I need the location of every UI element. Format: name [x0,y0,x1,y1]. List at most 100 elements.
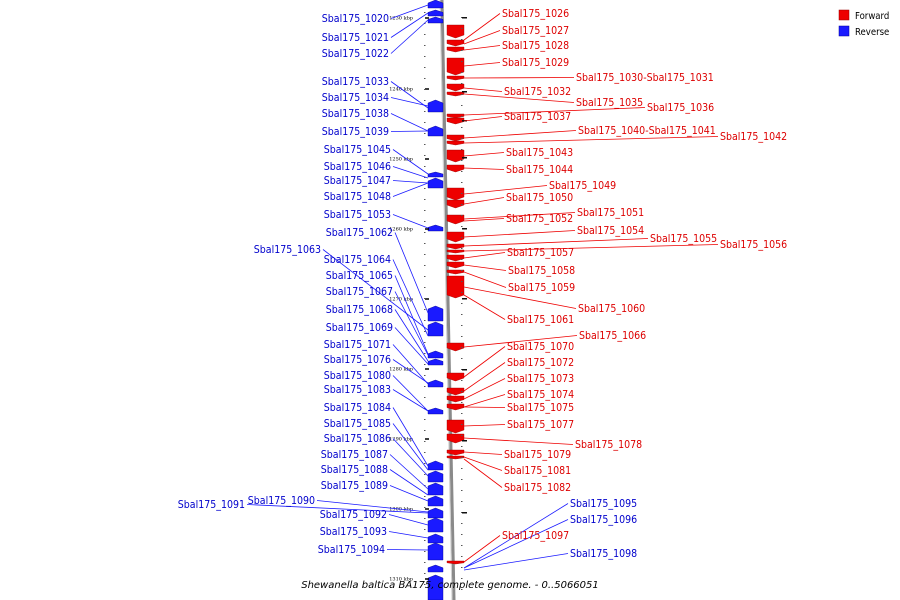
kbp-ticks: 1230 kbp 1240 kbp 1250 kbp 1260 kbp 1270 kbp… [389,12,467,590]
forward-connector [463,107,646,116]
reverse-gene-block [427,177,444,189]
forward-gene-block [446,342,465,352]
reverse-gene-label: Sbal175_1033 [322,76,389,88]
track-dot [461,413,463,414]
track-dot [461,226,463,227]
forward-gene-block [446,24,465,39]
forward-gene-label: Sbal175_1073 [507,373,574,385]
track-dot [424,309,426,310]
track-dot [461,490,463,491]
track-dot [461,314,463,315]
forward-gene-block [446,57,465,76]
reverse-gene-block [427,224,444,232]
reverse-gene-block [427,321,444,337]
track-dot [461,28,463,29]
track-dot [461,358,463,359]
track-dot [424,210,426,211]
track-dot [424,485,426,486]
track-dot [424,45,426,46]
legend: Forward Reverse [838,9,889,38]
kbp-tick-label: 1280 kbp [389,367,413,373]
reverse-connector [390,130,429,132]
track-dot [461,248,463,249]
forward-gene-label: Sbal175_1078 [575,439,642,451]
legend-reverse-label: Reverse [855,27,889,38]
track-dot [424,133,426,134]
forward-gene-label: Sbal175_1050 [506,192,573,204]
kbp-tick-label: 1230 kbp [389,16,413,22]
forward-gene-block [446,113,465,119]
forward-gene-label: Sbal175_1029 [502,57,569,69]
reverse-gene-label: Sbal175_1096 [570,514,637,526]
track-dot [424,419,426,420]
track-dot [424,518,426,519]
forward-gene-block [446,91,465,97]
reverse-gene-label: Sbal175_1053 [324,209,391,221]
track-dot [424,232,426,233]
gene-features [427,0,465,600]
track-dot [461,61,463,62]
forward-connector [463,264,507,271]
reverse-connector [394,275,429,355]
track-dot [461,72,463,73]
track-dot [461,578,463,579]
forward-connector [463,252,506,259]
track-dot [424,529,426,530]
reverse-gene-block [427,495,444,507]
reverse-gene-block [427,0,444,9]
reverse-connector [392,389,429,412]
track-dot [461,116,463,117]
track-dot [461,83,463,84]
track-tick [462,369,467,371]
reverse-gene-label: Sbal175_1020 [322,13,389,25]
track-dot [461,204,463,205]
forward-connector [463,185,548,195]
track-tick [462,157,467,159]
forward-gene-label: Sbal175_1066 [579,330,646,342]
forward-gene-label: Sbal175_1097 [502,530,569,542]
forward-gene-label: Sbal175_1057 [507,247,574,259]
reverse-gene-label: Sbal175_1089 [321,480,388,492]
forward-gene-block [446,243,465,250]
track-dot [461,303,463,304]
forward-gene-block [446,455,465,460]
backbone-shadow [439,0,453,600]
forward-connector [463,394,506,408]
forward-gene-label: Sbal175_1042 [720,131,787,143]
track-dot [424,177,426,178]
kbp-tick-label: 1290 kbp [389,437,413,443]
forward-connector [463,362,506,392]
forward-gene-label: Sbal175_1030-Sbal175_1031 [576,72,714,84]
reverse-connector [390,97,429,107]
reverse-gene-label: Sbal175_1076 [324,354,391,366]
track-dot [461,215,463,216]
gene-labels: Sbal175_1026 Sbal175_1027 Sbal175_1028 Sbal… [178,8,787,560]
reverse-gene-label: Sbal175_1039 [322,126,389,138]
forward-connector [463,87,503,92]
forward-connector [463,458,503,488]
forward-gene-label: Sbal175_1075 [507,402,574,414]
track-tick [462,512,467,514]
track-dot [461,94,463,95]
track-dot [424,496,426,497]
track-dot [424,78,426,79]
reverse-gene-block [427,125,444,137]
reverse-gene-label: Sbal175_1045 [324,144,391,156]
track-dot [461,435,463,436]
forward-gene-block [446,254,465,262]
reverse-connector [389,454,429,490]
track-dot [461,127,463,128]
forward-connector [463,535,501,563]
track-dot [461,39,463,40]
track-dot [424,12,426,13]
forward-connector [463,346,506,378]
forward-connector [463,197,505,205]
reverse-connector [246,504,429,514]
forward-gene-label: Sbal175_1079 [504,449,571,461]
reverse-gene-label: Sbal175_1034 [322,92,389,104]
forward-gene-label: Sbal175_1036 [647,102,714,114]
forward-gene-label: Sbal175_1081 [504,465,571,477]
reverse-gene-block [427,564,444,573]
reverse-gene-label: Sbal175_1091 [178,499,245,511]
forward-connector [463,335,578,348]
